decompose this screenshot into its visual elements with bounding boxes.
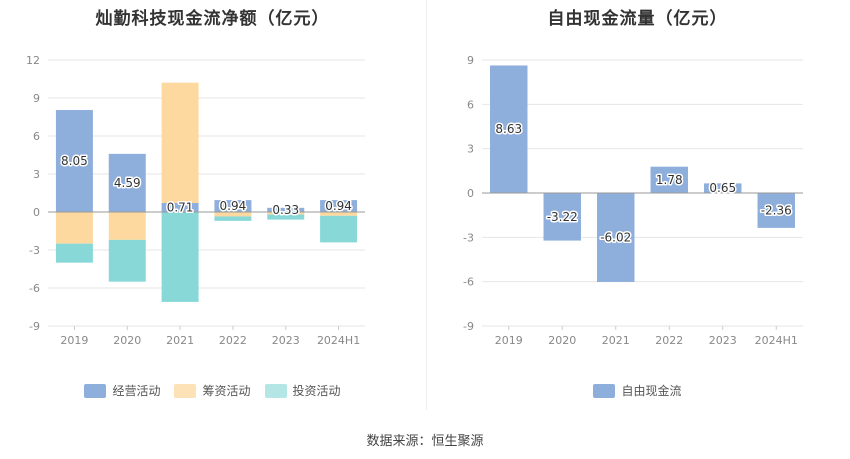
y-tick-label: 6 bbox=[33, 130, 40, 143]
x-tick-label: 2020 bbox=[548, 334, 576, 347]
bar bbox=[320, 200, 358, 212]
bar bbox=[161, 212, 199, 302]
legend-item-operating[interactable]: 经营活动 bbox=[84, 382, 160, 399]
data-source-note: 数据来源：恒生聚源 bbox=[366, 434, 484, 449]
cashflow-chart-legend: 经营活动 筹资活动 投资活动 bbox=[0, 382, 425, 399]
data-label: 1.78 bbox=[656, 173, 683, 187]
bar bbox=[320, 212, 358, 216]
y-tick-label: 0 bbox=[467, 187, 474, 200]
free-cashflow-chart-plot: 9 6 3 0 -3 -6 -9 2019 2020 2021 2022 2023 2024H1 8.63… bbox=[463, 54, 803, 347]
x-tick-label: 2022 bbox=[219, 334, 247, 347]
legend-swatch-operating bbox=[84, 383, 107, 398]
cashflow-chart-panel: 灿勤科技现金流净额（亿元） 12 9 6 3 0 -3 -6 -9 2019 2020 2021 20… bbox=[0, 0, 425, 410]
y-tick-label: 0 bbox=[33, 206, 40, 219]
bar bbox=[267, 212, 305, 215]
bar bbox=[267, 214, 305, 220]
data-label: 8.05 bbox=[61, 154, 88, 168]
legend-item-investing[interactable]: 投资活动 bbox=[264, 382, 341, 399]
data-label: 0.65 bbox=[709, 181, 736, 195]
x-tick-label: 2019 bbox=[60, 334, 88, 347]
legend-swatch-free-cash bbox=[593, 383, 616, 398]
bar bbox=[108, 212, 146, 240]
y-tick-label: -9 bbox=[29, 320, 40, 333]
bar bbox=[108, 153, 146, 212]
bar bbox=[55, 212, 93, 244]
panel-divider bbox=[426, 0, 427, 410]
x-tick-label: 2023 bbox=[709, 334, 737, 347]
y-tick-label: 9 bbox=[467, 54, 474, 67]
bar bbox=[161, 203, 199, 212]
y-tick-label: 9 bbox=[33, 92, 40, 105]
x-tick-label: 2021 bbox=[166, 334, 194, 347]
legend-label-free-cash: 自由现金流 bbox=[621, 384, 682, 398]
bar bbox=[320, 215, 358, 243]
y-tick-label: 12 bbox=[26, 54, 40, 67]
bar bbox=[704, 183, 742, 193]
legend-swatch-financing bbox=[174, 383, 197, 398]
free-cashflow-chart-legend: 自由现金流 bbox=[425, 382, 850, 399]
x-tick-label: 2021 bbox=[602, 334, 630, 347]
x-tick-label: 2024H1 bbox=[317, 334, 360, 347]
data-label: 4.59 bbox=[114, 176, 141, 190]
legend-item-financing[interactable]: 筹资活动 bbox=[174, 382, 251, 399]
data-label: -6.02 bbox=[600, 230, 631, 244]
y-tick-label: 3 bbox=[467, 143, 474, 156]
legend-label-investing: 投资活动 bbox=[292, 384, 341, 398]
free-cashflow-chart-title: 自由现金流量（亿元） bbox=[547, 9, 728, 29]
y-tick-label: 3 bbox=[33, 168, 40, 181]
data-label: 0.94 bbox=[325, 199, 352, 213]
data-label: 8.63 bbox=[495, 122, 522, 136]
bar bbox=[55, 243, 93, 263]
y-tick-label: -6 bbox=[463, 276, 474, 289]
legend-label-financing: 筹资活动 bbox=[202, 384, 251, 398]
x-tick-label: 2024H1 bbox=[755, 334, 798, 347]
y-tick-label: -3 bbox=[463, 231, 474, 244]
bar bbox=[490, 65, 528, 193]
x-tick-label: 2023 bbox=[272, 334, 300, 347]
bar bbox=[214, 212, 252, 217]
free-cashflow-chart-panel: 自由现金流量（亿元） 9 6 3 0 -3 -6 -9 2019 2020 2021 2022 202… bbox=[425, 0, 850, 410]
bar bbox=[650, 166, 688, 193]
y-tick-label: -9 bbox=[463, 320, 474, 333]
legend-item-free-cash[interactable]: 自由现金流 bbox=[593, 382, 682, 399]
bar bbox=[543, 193, 581, 241]
bar bbox=[597, 193, 635, 282]
y-tick-label: -6 bbox=[29, 282, 40, 295]
legend-label-operating: 经营活动 bbox=[112, 384, 161, 398]
bar bbox=[214, 216, 252, 221]
data-label: -3.22 bbox=[547, 210, 578, 224]
data-label: 0.71 bbox=[167, 201, 194, 215]
bar bbox=[214, 200, 252, 212]
y-tick-label: -3 bbox=[29, 244, 40, 257]
bar bbox=[55, 110, 93, 212]
data-label: 0.94 bbox=[220, 199, 247, 213]
data-label: 0.33 bbox=[272, 203, 299, 217]
bar bbox=[108, 239, 146, 282]
y-tick-label: 6 bbox=[467, 98, 474, 111]
bar bbox=[757, 193, 795, 228]
x-tick-label: 2020 bbox=[113, 334, 141, 347]
cashflow-chart-title: 灿勤科技现金流净额（亿元） bbox=[95, 9, 330, 29]
bar bbox=[267, 207, 305, 212]
legend-swatch-investing bbox=[264, 383, 287, 398]
x-tick-label: 2019 bbox=[495, 334, 523, 347]
data-label: -2.36 bbox=[761, 203, 792, 217]
x-tick-label: 2022 bbox=[655, 334, 683, 347]
bar bbox=[161, 82, 199, 204]
cashflow-chart-plot: 12 9 6 3 0 -3 -6 -9 2019 2020 2021 2022 2023 2024H1 8.… bbox=[26, 54, 365, 347]
